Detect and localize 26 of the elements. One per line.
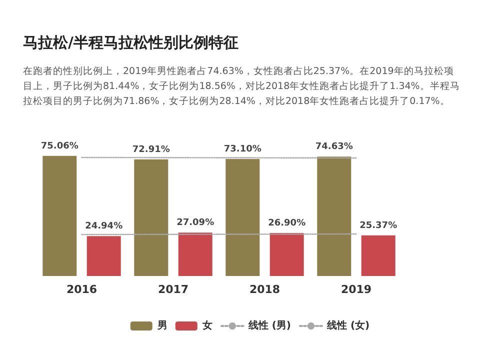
- x-tick-label: 2018: [249, 283, 280, 296]
- data-label: 25.37%: [360, 220, 398, 231]
- data-label: 26.90%: [268, 218, 306, 228]
- x-tick-label: 2019: [340, 283, 372, 296]
- data-label: 24.94%: [85, 222, 123, 232]
- bar: [361, 235, 396, 276]
- bar: [226, 159, 260, 276]
- bar: [86, 236, 121, 276]
- chart-title: 马拉松/半程马拉松性别比例特征: [23, 34, 238, 52]
- x-tick-label: 2017: [158, 283, 189, 296]
- bar: [178, 232, 212, 276]
- bar: [134, 159, 168, 276]
- data-label: 74.63%: [315, 142, 353, 152]
- legend-label: 男: [156, 320, 168, 332]
- bar: [270, 232, 304, 276]
- bar: [317, 156, 352, 276]
- legend-label: 线性 (女): [326, 320, 370, 332]
- data-label: 72.91%: [132, 144, 170, 155]
- bar: [42, 156, 77, 276]
- data-label: 73.10%: [224, 144, 262, 155]
- x-tick-label: 2016: [66, 283, 98, 296]
- data-label: 75.06%: [40, 141, 78, 152]
- legend-label: 女: [201, 320, 212, 332]
- chart-subtitle: 在跑者的性别比例上，2019年男性跑者占74.63%，女性跑者占比25.37%。在2019年的马拉松项目上，男子比例为81.44%，女子比例为18.56%，对比2018年女性跑者占比提升了1.34%。半程马拉松项目的男子比例为71.86%，女子比例为28.14%，对比2018年女性跑者占比提升了0.17%。: [23, 65, 460, 107]
- data-label: 27.09%: [176, 218, 214, 228]
- legend-label: 线性 (男): [247, 320, 292, 332]
